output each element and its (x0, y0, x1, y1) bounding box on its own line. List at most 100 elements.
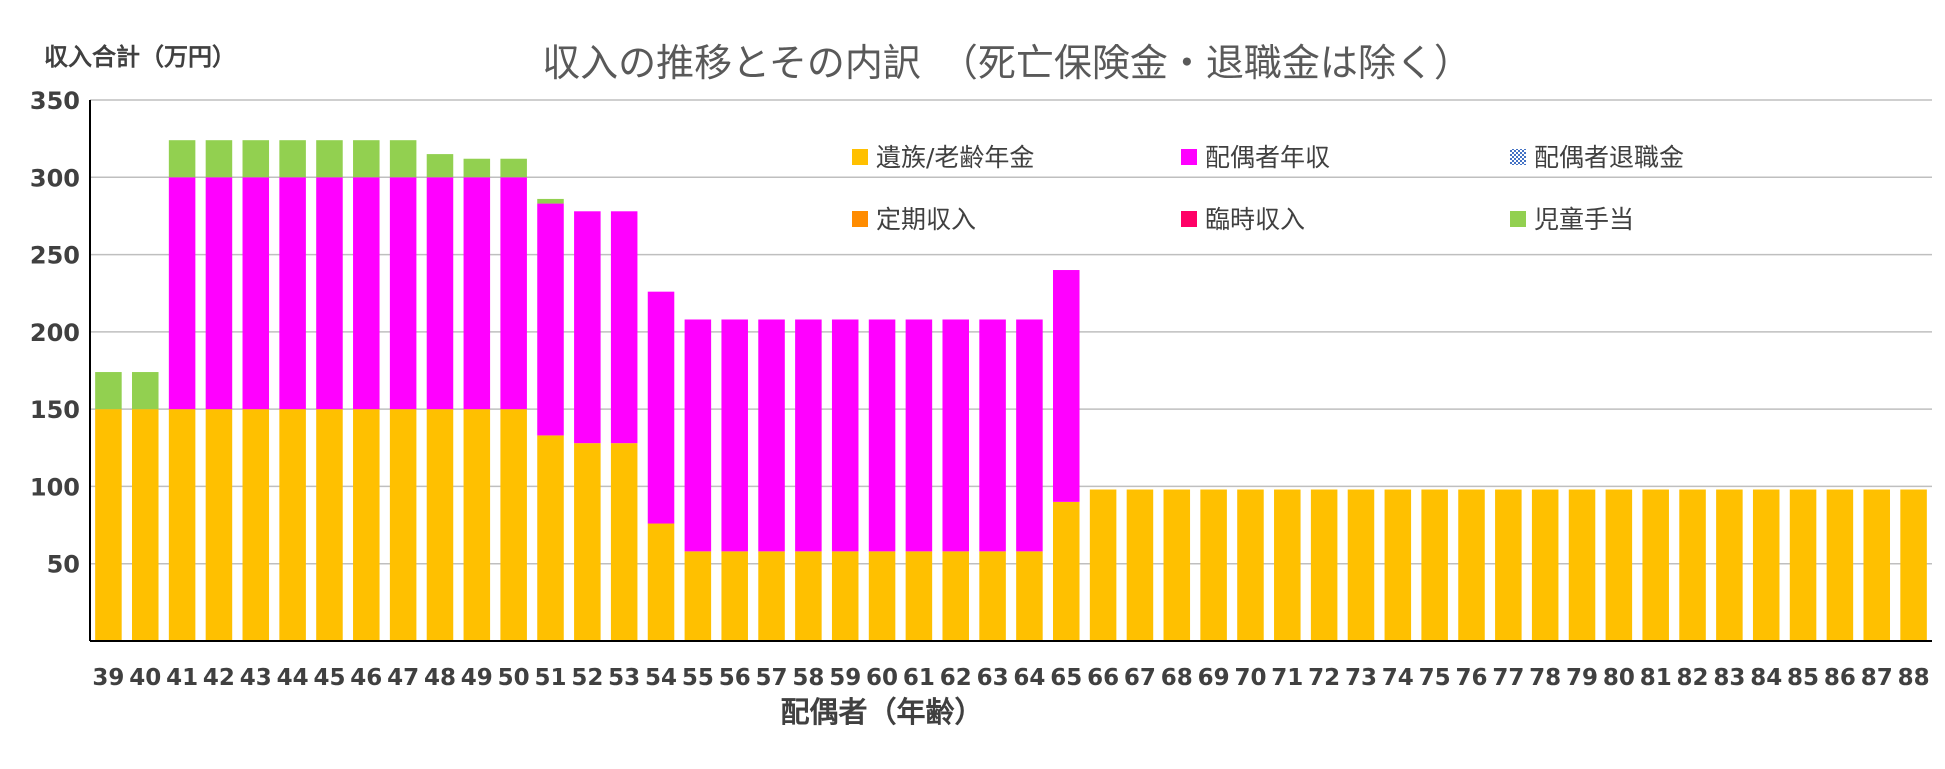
x-tick-label: 78 (1529, 665, 1561, 691)
bar-segment (905, 319, 933, 552)
x-tick-label: 52 (571, 665, 603, 691)
bar-segment (1421, 489, 1448, 641)
bar-segment (95, 409, 122, 641)
bar-segment (721, 319, 748, 552)
bar-segment (279, 177, 306, 410)
bar-segment (279, 409, 306, 641)
x-tick-label: 72 (1308, 665, 1340, 691)
bar-segment (721, 551, 748, 641)
bar-segment (316, 177, 343, 410)
bar-segment (1752, 489, 1780, 641)
bar-segment (831, 319, 859, 552)
x-tick-label: 56 (719, 665, 751, 691)
x-axis-title: 配偶者（年齢） (780, 695, 983, 729)
bar-segment (979, 551, 1006, 641)
bar-segment (1384, 489, 1412, 641)
bar-segment (574, 443, 601, 641)
bar-segment (1347, 489, 1375, 641)
bar-segment (1789, 489, 1817, 641)
x-tick-label: 58 (792, 665, 824, 691)
bar-segment (426, 154, 454, 178)
bar-segment (942, 319, 970, 552)
bar-segment (316, 140, 343, 178)
x-tick-label: 46 (350, 665, 382, 691)
bars (95, 140, 1927, 641)
bar-segment (95, 372, 122, 410)
bar-segment (463, 158, 491, 178)
x-tick-label: 84 (1750, 665, 1782, 691)
bar-segment (1089, 489, 1117, 641)
bar-segment (1052, 501, 1080, 641)
x-tick-label: 63 (977, 665, 1009, 691)
bar-segment (1163, 489, 1191, 641)
x-tick-label: 55 (682, 665, 714, 691)
bar-segment (1568, 489, 1596, 641)
x-tick-label: 45 (313, 665, 345, 691)
bar-segment (1863, 489, 1891, 641)
bar-segment (1016, 319, 1043, 552)
x-tick-label: 68 (1161, 665, 1193, 691)
legend-label: 配偶者退職金 (1534, 143, 1684, 172)
bar-segment (500, 158, 527, 178)
bar-segment (389, 140, 417, 178)
legend-label: 配偶者年収 (1205, 143, 1330, 172)
x-tick-label: 42 (203, 665, 235, 691)
bar-segment (647, 523, 675, 641)
x-tick-label: 85 (1787, 665, 1819, 691)
x-tick-label: 40 (129, 665, 161, 691)
y-tick-label: 100 (30, 473, 80, 501)
x-tick-label: 43 (240, 665, 272, 691)
x-tick-label: 59 (829, 665, 861, 691)
legend-swatch (852, 149, 868, 165)
bar-segment (537, 203, 564, 436)
bar-segment (979, 319, 1006, 552)
x-tick-label: 86 (1824, 665, 1856, 691)
bar-segment (1200, 489, 1227, 641)
bar-segment (574, 211, 601, 444)
x-tick-label: 54 (645, 665, 677, 691)
legend-swatch (1181, 149, 1197, 165)
y-tick-label: 200 (30, 319, 80, 347)
x-tick-label: 64 (1013, 665, 1045, 691)
legend-label: 臨時収入 (1205, 205, 1305, 234)
bar-segment (1310, 489, 1338, 641)
chart-title: 収入の推移とその内訳 （死亡保険金・退職金は除く） (542, 41, 1472, 85)
bar-segment (500, 177, 527, 410)
y-tick-label: 300 (30, 164, 80, 192)
bar-segment (242, 409, 270, 641)
bar-segment (1716, 489, 1743, 641)
y-axis-title: 収入合計（万円） (44, 43, 236, 71)
x-tick-label: 51 (534, 665, 566, 691)
x-tick-label: 66 (1087, 665, 1119, 691)
bar-segment (353, 409, 380, 641)
bar-segment (426, 409, 454, 641)
x-tick-label: 47 (387, 665, 419, 691)
bar-segment (242, 177, 270, 410)
legend-label: 遺族/老齢年金 (876, 143, 1034, 172)
x-tick-label: 83 (1713, 665, 1745, 691)
x-tick-label: 53 (608, 665, 640, 691)
x-tick-label: 73 (1345, 665, 1377, 691)
bar-segment (131, 409, 159, 641)
bar-segment (537, 435, 564, 641)
bar-segment (168, 409, 196, 641)
legend-label: 定期収入 (876, 205, 976, 234)
bar-segment (758, 319, 785, 552)
legend-label: 児童手当 (1534, 205, 1634, 234)
x-tick-label: 41 (166, 665, 198, 691)
x-tick-label: 79 (1566, 665, 1598, 691)
bar-segment (1126, 489, 1154, 641)
bar-segment (905, 551, 933, 641)
y-tick-label: 350 (30, 87, 80, 115)
x-tick-label: 44 (277, 665, 309, 691)
bar-segment (1237, 489, 1264, 641)
x-tick-labels: 39 40 41 42 43 44 45 46 47 48 49 50 51 52 53 54 55 56 57 58… (92, 665, 1929, 691)
bar-segment (647, 291, 675, 524)
x-tick-label: 49 (461, 665, 493, 691)
bar-segment (1605, 489, 1633, 641)
bar-segment (205, 140, 233, 178)
x-tick-label: 77 (1492, 665, 1524, 691)
bar-segment (205, 409, 233, 641)
bar-segment (1016, 551, 1043, 641)
